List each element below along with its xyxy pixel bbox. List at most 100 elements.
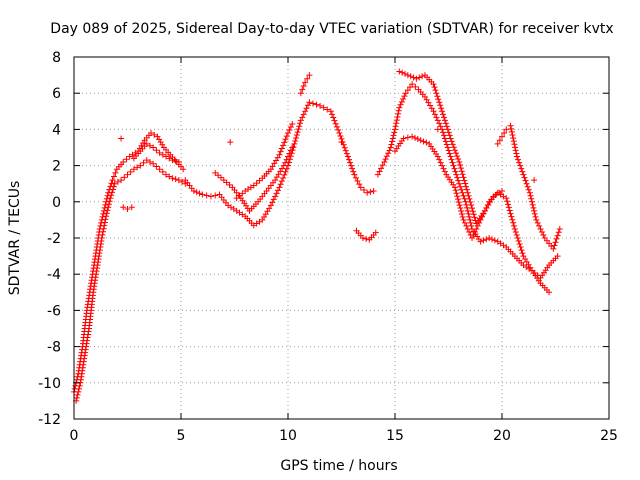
data-point xyxy=(508,128,515,135)
data-point xyxy=(471,214,478,221)
data-point xyxy=(190,187,197,194)
data-point xyxy=(528,195,535,202)
data-point xyxy=(514,235,521,241)
data-point xyxy=(166,173,173,180)
data-point xyxy=(442,138,449,145)
data-point xyxy=(457,183,464,190)
data-point xyxy=(344,153,351,160)
y-tick-label: 0 xyxy=(52,195,61,211)
data-point xyxy=(404,87,411,94)
data-point xyxy=(134,164,141,171)
data-point xyxy=(342,147,349,154)
data-point xyxy=(364,189,371,196)
data-point xyxy=(437,102,444,109)
data-point xyxy=(439,162,446,169)
data-point xyxy=(434,117,441,124)
data-point xyxy=(477,238,484,245)
data-point xyxy=(102,216,109,223)
data-point xyxy=(398,98,405,105)
data-point xyxy=(280,162,287,169)
data-point xyxy=(435,96,442,103)
data-point xyxy=(76,382,83,389)
data-point xyxy=(299,86,306,93)
data-point xyxy=(459,189,466,196)
data-point xyxy=(98,235,105,241)
data-point xyxy=(508,213,515,220)
series-track-a xyxy=(71,130,187,395)
data-point xyxy=(297,90,304,97)
data-point xyxy=(159,151,166,158)
data-point xyxy=(461,177,468,184)
data-point xyxy=(227,139,234,146)
x-tick-label: 0 xyxy=(70,428,79,444)
data-point xyxy=(463,183,470,190)
data-point xyxy=(466,216,473,223)
data-point xyxy=(159,168,166,175)
data-point xyxy=(420,138,427,145)
data-point xyxy=(400,135,407,142)
data-point xyxy=(503,195,510,202)
data-point xyxy=(280,142,287,149)
y-tick-label: -8 xyxy=(47,340,61,356)
data-point xyxy=(146,158,153,165)
data-point xyxy=(419,73,426,80)
data-point xyxy=(530,204,537,211)
data-point xyxy=(101,222,108,229)
data-point xyxy=(331,117,338,124)
data-point xyxy=(306,99,313,106)
data-point xyxy=(109,177,116,184)
data-point xyxy=(286,150,293,157)
data-point xyxy=(519,250,526,257)
data-point xyxy=(402,90,409,97)
data-point xyxy=(281,139,288,146)
data-point xyxy=(282,168,289,175)
data-point xyxy=(480,237,487,244)
data-point xyxy=(396,68,403,75)
data-point xyxy=(128,204,135,211)
data-point xyxy=(383,153,390,160)
data-point xyxy=(469,235,476,241)
data-point xyxy=(306,72,313,79)
data-point xyxy=(532,213,539,220)
data-point xyxy=(511,225,518,232)
data-point xyxy=(433,90,440,97)
data-point xyxy=(456,158,463,165)
data-point xyxy=(509,216,516,223)
data-point xyxy=(510,222,517,229)
data-point xyxy=(521,174,528,181)
data-point xyxy=(286,127,293,134)
data-point xyxy=(448,138,455,145)
data-point xyxy=(297,120,304,127)
data-point xyxy=(387,144,394,151)
data-point xyxy=(336,130,343,137)
data-point xyxy=(510,138,517,145)
chart-title: Day 089 of 2025, Sidereal Day-to-day VTE… xyxy=(50,21,613,37)
y-tick-label: -10 xyxy=(38,376,61,392)
data-point xyxy=(381,158,388,165)
data-point xyxy=(327,108,334,115)
data-point xyxy=(357,184,364,191)
data-point xyxy=(440,132,447,139)
data-point xyxy=(75,385,82,392)
y-tick-label: 8 xyxy=(52,50,61,66)
data-point xyxy=(460,192,467,199)
data-point xyxy=(434,126,441,133)
data-point xyxy=(455,177,462,184)
data-point xyxy=(114,178,121,185)
data-point xyxy=(172,158,179,165)
data-point xyxy=(512,144,519,151)
data-point xyxy=(407,73,414,80)
data-point xyxy=(153,147,160,154)
data-point xyxy=(442,120,449,127)
y-tick-label: -2 xyxy=(47,231,61,247)
data-point xyxy=(441,117,448,124)
data-point xyxy=(538,228,545,235)
data-point xyxy=(300,111,307,118)
data-point xyxy=(389,138,396,145)
data-point xyxy=(276,184,283,191)
data-point xyxy=(529,201,536,208)
series-track-k xyxy=(396,68,505,227)
data-point xyxy=(379,162,386,169)
data-point xyxy=(294,129,301,136)
data-point xyxy=(300,82,307,89)
